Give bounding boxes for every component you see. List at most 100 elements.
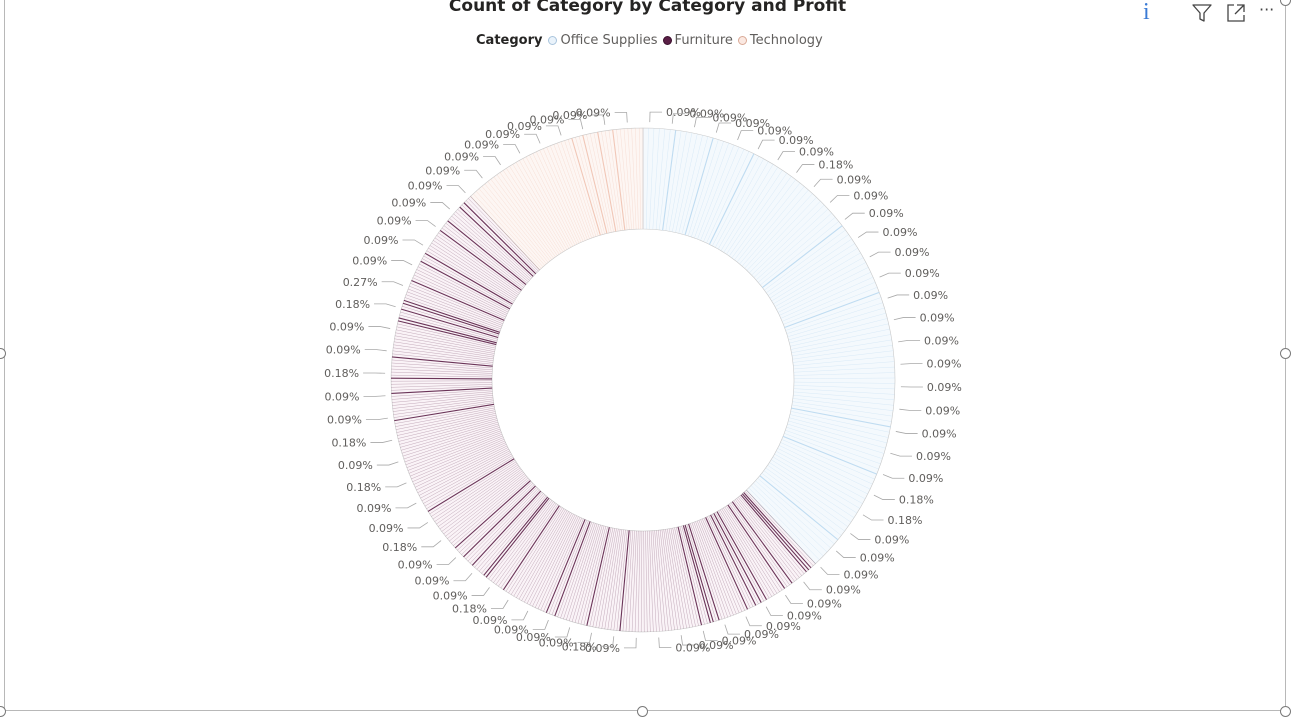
donut-slice (417, 447, 509, 493)
donut-slice (705, 517, 749, 610)
donut-slice (793, 385, 895, 390)
data-label: 0.18% (899, 494, 934, 507)
donut-slice (391, 382, 493, 385)
donut-slice (776, 451, 866, 500)
donut-slice (522, 158, 572, 248)
donut-slice (640, 530, 643, 632)
donut-slice (790, 411, 890, 433)
info-icon[interactable]: i (1143, 0, 1150, 25)
donut-slice (467, 488, 539, 562)
leader-line (745, 616, 762, 627)
focus-mode-icon[interactable] (1225, 2, 1247, 24)
donut-slice (465, 487, 537, 560)
data-label: 0.09% (913, 289, 948, 302)
donut-slice (532, 153, 578, 245)
leader-line (796, 164, 815, 173)
donut-slice (416, 445, 508, 491)
data-label: 0.09% (895, 246, 930, 259)
leader-line (820, 566, 840, 575)
legend-item-furniture[interactable]: Furniture (662, 33, 733, 48)
data-label: 0.09% (408, 180, 443, 193)
donut-slice (717, 161, 769, 250)
donut-slice (493, 501, 554, 583)
resize-handle-bottom-center[interactable] (637, 706, 648, 717)
donut-slice (502, 170, 560, 255)
donut-slice (487, 181, 551, 262)
donut-slice (485, 497, 550, 578)
donut-slice (510, 508, 565, 595)
donut-slice (712, 156, 760, 247)
donut-slice (744, 491, 814, 566)
donut-slice (413, 274, 506, 318)
donut-slice (648, 530, 654, 632)
data-label: 0.09% (837, 173, 872, 186)
donut-slice (580, 526, 607, 625)
donut-slice (571, 524, 601, 622)
leader-line (737, 130, 754, 141)
donut-slice (731, 176, 792, 259)
donut-slice (757, 478, 835, 545)
data-label: 0.18% (324, 367, 359, 380)
donut-slice (622, 530, 632, 632)
donut-slice (578, 136, 605, 234)
donut-slice (502, 505, 560, 591)
data-label: 0.09% (925, 404, 960, 417)
legend-item-technology[interactable]: Technology (737, 33, 823, 48)
data-label: 0.09% (414, 575, 449, 588)
donut-slice (509, 166, 564, 253)
data-label: 0.18% (562, 640, 597, 653)
donut-slice (604, 529, 621, 630)
donut-slice (481, 495, 547, 574)
donut-slice (414, 444, 507, 488)
leader-line (395, 502, 417, 509)
donut-slice (782, 281, 876, 322)
donut-slice (443, 225, 524, 288)
leader-line (436, 557, 457, 565)
donut-slice (451, 215, 529, 282)
donut-slice (597, 132, 617, 232)
donut-slice (436, 235, 520, 294)
donut-slice (512, 164, 566, 251)
donut-slice (445, 222, 525, 287)
data-label: 0.09% (735, 117, 770, 130)
donut-slice (500, 504, 559, 589)
resize-handle-bottom-right[interactable] (1280, 706, 1291, 717)
donut-slice (793, 394, 894, 406)
leader-line (765, 606, 783, 616)
donut-slice (703, 149, 745, 242)
data-label: 0.09% (425, 164, 460, 177)
resize-handle-middle-right[interactable] (1280, 348, 1291, 359)
data-label: 0.09% (364, 234, 399, 247)
legend-item-office-supplies[interactable]: Office Supplies (548, 33, 658, 48)
donut-slice (564, 140, 597, 237)
slice-group-office-supplies (642, 128, 895, 564)
donut-slice (695, 521, 731, 617)
donut-slice (631, 530, 637, 632)
donut-slice (457, 209, 533, 278)
donut-slice (470, 196, 540, 271)
donut-slice (707, 516, 751, 609)
donut-slice (393, 347, 494, 361)
donut-slice (433, 240, 518, 297)
data-label: 0.09% (722, 635, 757, 648)
data-label: 0.18% (346, 481, 381, 494)
data-label: 0.18% (452, 603, 487, 616)
donut-slice (730, 502, 790, 586)
leader-line (363, 395, 386, 397)
donut-slice (670, 528, 690, 628)
donut-slice (468, 198, 539, 272)
donut-slice (574, 525, 603, 623)
leader-line (391, 260, 413, 266)
donut-slice (645, 530, 648, 632)
leader-line (873, 494, 895, 500)
donut-slice (791, 407, 891, 428)
donut-slice (690, 523, 723, 620)
donut-slice (652, 128, 660, 230)
filter-icon[interactable] (1191, 2, 1213, 24)
data-label: 0.09% (922, 427, 957, 440)
donut-slice (684, 524, 714, 623)
donut-slice (731, 501, 793, 584)
donut-slice (401, 423, 499, 454)
more-options-icon[interactable]: ··· (1259, 0, 1275, 19)
leader-line (813, 178, 833, 188)
